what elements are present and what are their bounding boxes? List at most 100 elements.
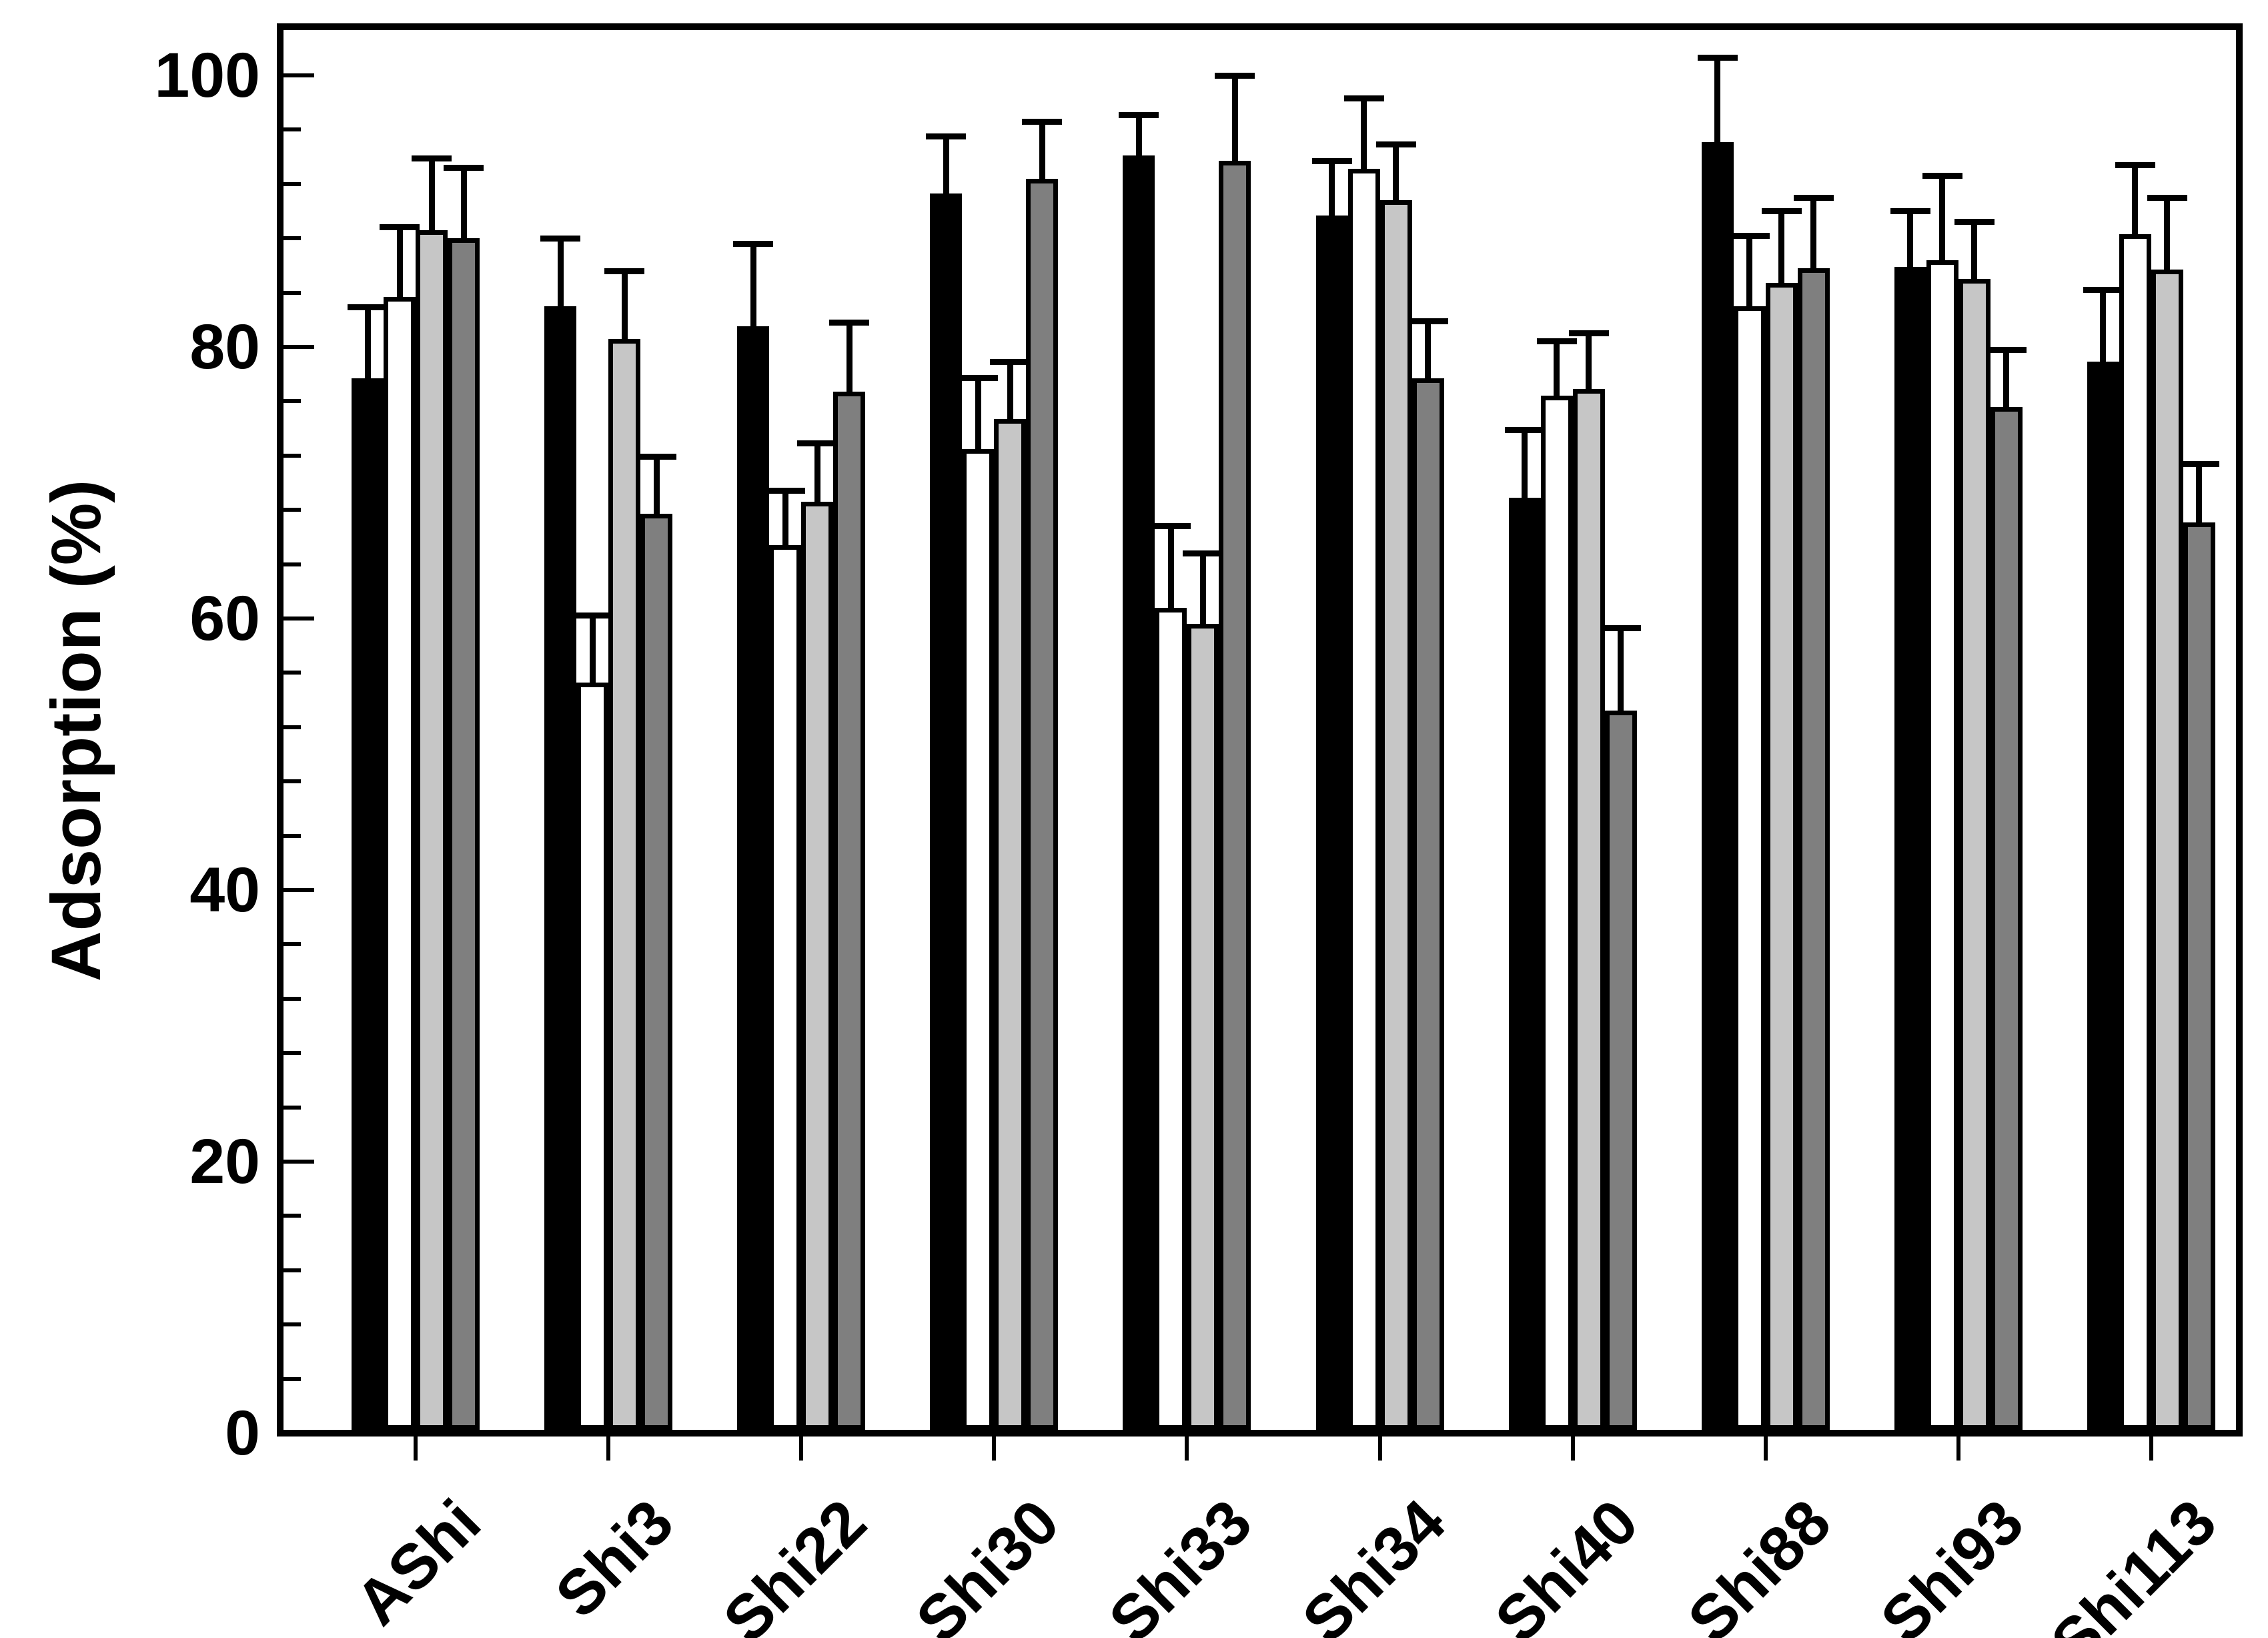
bar-series-1-black bbox=[1315, 215, 1348, 1430]
error-bar-cap bbox=[444, 164, 484, 171]
error-bar-stem bbox=[1907, 211, 1914, 267]
bar-series-4-dark-gray bbox=[1411, 378, 1444, 1430]
error-bar-cap bbox=[1890, 208, 1930, 214]
y-minor-tick bbox=[284, 1051, 301, 1056]
error-bar-cap bbox=[2115, 161, 2155, 168]
error-bar-stem bbox=[364, 307, 371, 378]
error-bar-cap bbox=[1600, 625, 1641, 631]
error-bar-stem bbox=[846, 322, 853, 392]
x-tick bbox=[606, 1437, 611, 1461]
bar-series-3-light-gray bbox=[416, 230, 448, 1430]
y-minor-tick bbox=[284, 562, 301, 566]
y-major-tick bbox=[284, 1160, 314, 1164]
error-bar-stem bbox=[750, 244, 756, 327]
error-bar-cap bbox=[540, 235, 581, 242]
bar-series-3-light-gray bbox=[994, 418, 1027, 1430]
y-major-tick bbox=[284, 617, 314, 621]
error-bar-cap bbox=[733, 240, 774, 247]
bar-series-2-white bbox=[962, 448, 995, 1430]
y-minor-tick bbox=[284, 833, 301, 838]
error-bar-stem bbox=[1810, 197, 1817, 268]
error-bar-stem bbox=[621, 271, 628, 339]
error-bar-stem bbox=[943, 136, 949, 194]
error-bar-stem bbox=[653, 456, 660, 514]
error-bar-stem bbox=[1714, 57, 1721, 142]
y-minor-tick bbox=[284, 779, 301, 784]
bar-series-3-light-gray bbox=[2151, 270, 2183, 1430]
error-bar-cap bbox=[1343, 95, 1384, 102]
y-minor-tick bbox=[284, 399, 301, 404]
plot-area bbox=[277, 23, 2243, 1437]
bar-series-1-black bbox=[1508, 497, 1541, 1430]
error-bar-cap bbox=[636, 454, 677, 460]
bar-series-1-black bbox=[737, 326, 770, 1430]
bar-series-3-light-gray bbox=[1572, 389, 1605, 1430]
error-bar-stem bbox=[1135, 115, 1142, 156]
error-bar-cap bbox=[2147, 194, 2187, 201]
y-tick-label: 40 bbox=[189, 855, 260, 925]
bar-series-2-white bbox=[1926, 260, 1958, 1430]
x-tick bbox=[1763, 1437, 1768, 1461]
error-bar-stem bbox=[396, 227, 403, 297]
error-bar-cap bbox=[1504, 426, 1545, 433]
y-tick-label: 80 bbox=[189, 312, 260, 382]
bar-series-2-white bbox=[2119, 234, 2151, 1430]
bar-series-3-light-gray bbox=[1187, 624, 1219, 1430]
x-tick bbox=[414, 1437, 418, 1461]
y-tick-label: 100 bbox=[154, 40, 260, 111]
error-bar-cap bbox=[1151, 523, 1191, 530]
error-bar-cap bbox=[1729, 232, 1770, 239]
error-bar-cap bbox=[1536, 338, 1577, 345]
error-bar-cap bbox=[348, 304, 388, 311]
error-bar-cap bbox=[1407, 318, 1448, 324]
error-bar-cap bbox=[765, 488, 806, 494]
error-bar-stem bbox=[1393, 144, 1399, 201]
error-bar-stem bbox=[428, 158, 435, 230]
bar-series-2-white bbox=[384, 296, 416, 1430]
error-bar-stem bbox=[1939, 175, 1946, 260]
error-bar-stem bbox=[1746, 236, 1753, 306]
y-minor-tick bbox=[284, 181, 301, 186]
error-bar-stem bbox=[1167, 526, 1174, 608]
bar-series-1-black bbox=[930, 193, 963, 1430]
error-bar-cap bbox=[2083, 287, 2123, 294]
error-bar-cap bbox=[1761, 208, 1802, 214]
bar-series-1-black bbox=[1123, 155, 1155, 1430]
y-minor-tick bbox=[284, 508, 301, 512]
x-tick bbox=[1570, 1437, 1575, 1461]
x-tick bbox=[1956, 1437, 1960, 1461]
error-bar-cap bbox=[1954, 219, 1995, 226]
error-bar-cap bbox=[604, 268, 645, 274]
y-minor-tick bbox=[284, 1376, 301, 1381]
bar-series-2-white bbox=[1347, 169, 1380, 1430]
error-bar-cap bbox=[1568, 330, 1609, 337]
bar-series-1-black bbox=[544, 306, 577, 1430]
error-bar-stem bbox=[1618, 628, 1624, 711]
y-minor-tick bbox=[284, 1268, 301, 1272]
x-tick bbox=[2149, 1437, 2153, 1461]
error-bar-cap bbox=[1215, 72, 1255, 79]
x-tick bbox=[1377, 1437, 1382, 1461]
error-bar-stem bbox=[2196, 464, 2203, 522]
bar-series-4-dark-gray bbox=[1604, 711, 1637, 1430]
error-bar-cap bbox=[958, 375, 999, 382]
error-bar-cap bbox=[1183, 550, 1223, 556]
error-bar-stem bbox=[1329, 161, 1335, 216]
y-minor-tick bbox=[284, 1214, 301, 1218]
error-bar-cap bbox=[1119, 111, 1159, 118]
bar-series-4-dark-gray bbox=[1219, 161, 1251, 1430]
y-major-tick bbox=[284, 73, 314, 77]
y-minor-tick bbox=[284, 671, 301, 675]
bar-series-4-dark-gray bbox=[640, 514, 673, 1430]
error-bar-stem bbox=[2164, 197, 2171, 270]
bar-series-4-dark-gray bbox=[1026, 178, 1059, 1430]
y-major-tick bbox=[284, 888, 314, 892]
y-minor-tick bbox=[284, 1322, 301, 1327]
y-minor-tick bbox=[284, 1105, 301, 1110]
y-minor-tick bbox=[284, 236, 301, 241]
y-minor-tick bbox=[284, 453, 301, 458]
y-tick-label: 20 bbox=[189, 1126, 260, 1197]
y-minor-tick bbox=[284, 942, 301, 947]
x-tick bbox=[992, 1437, 997, 1461]
error-bar-stem bbox=[1425, 321, 1431, 378]
